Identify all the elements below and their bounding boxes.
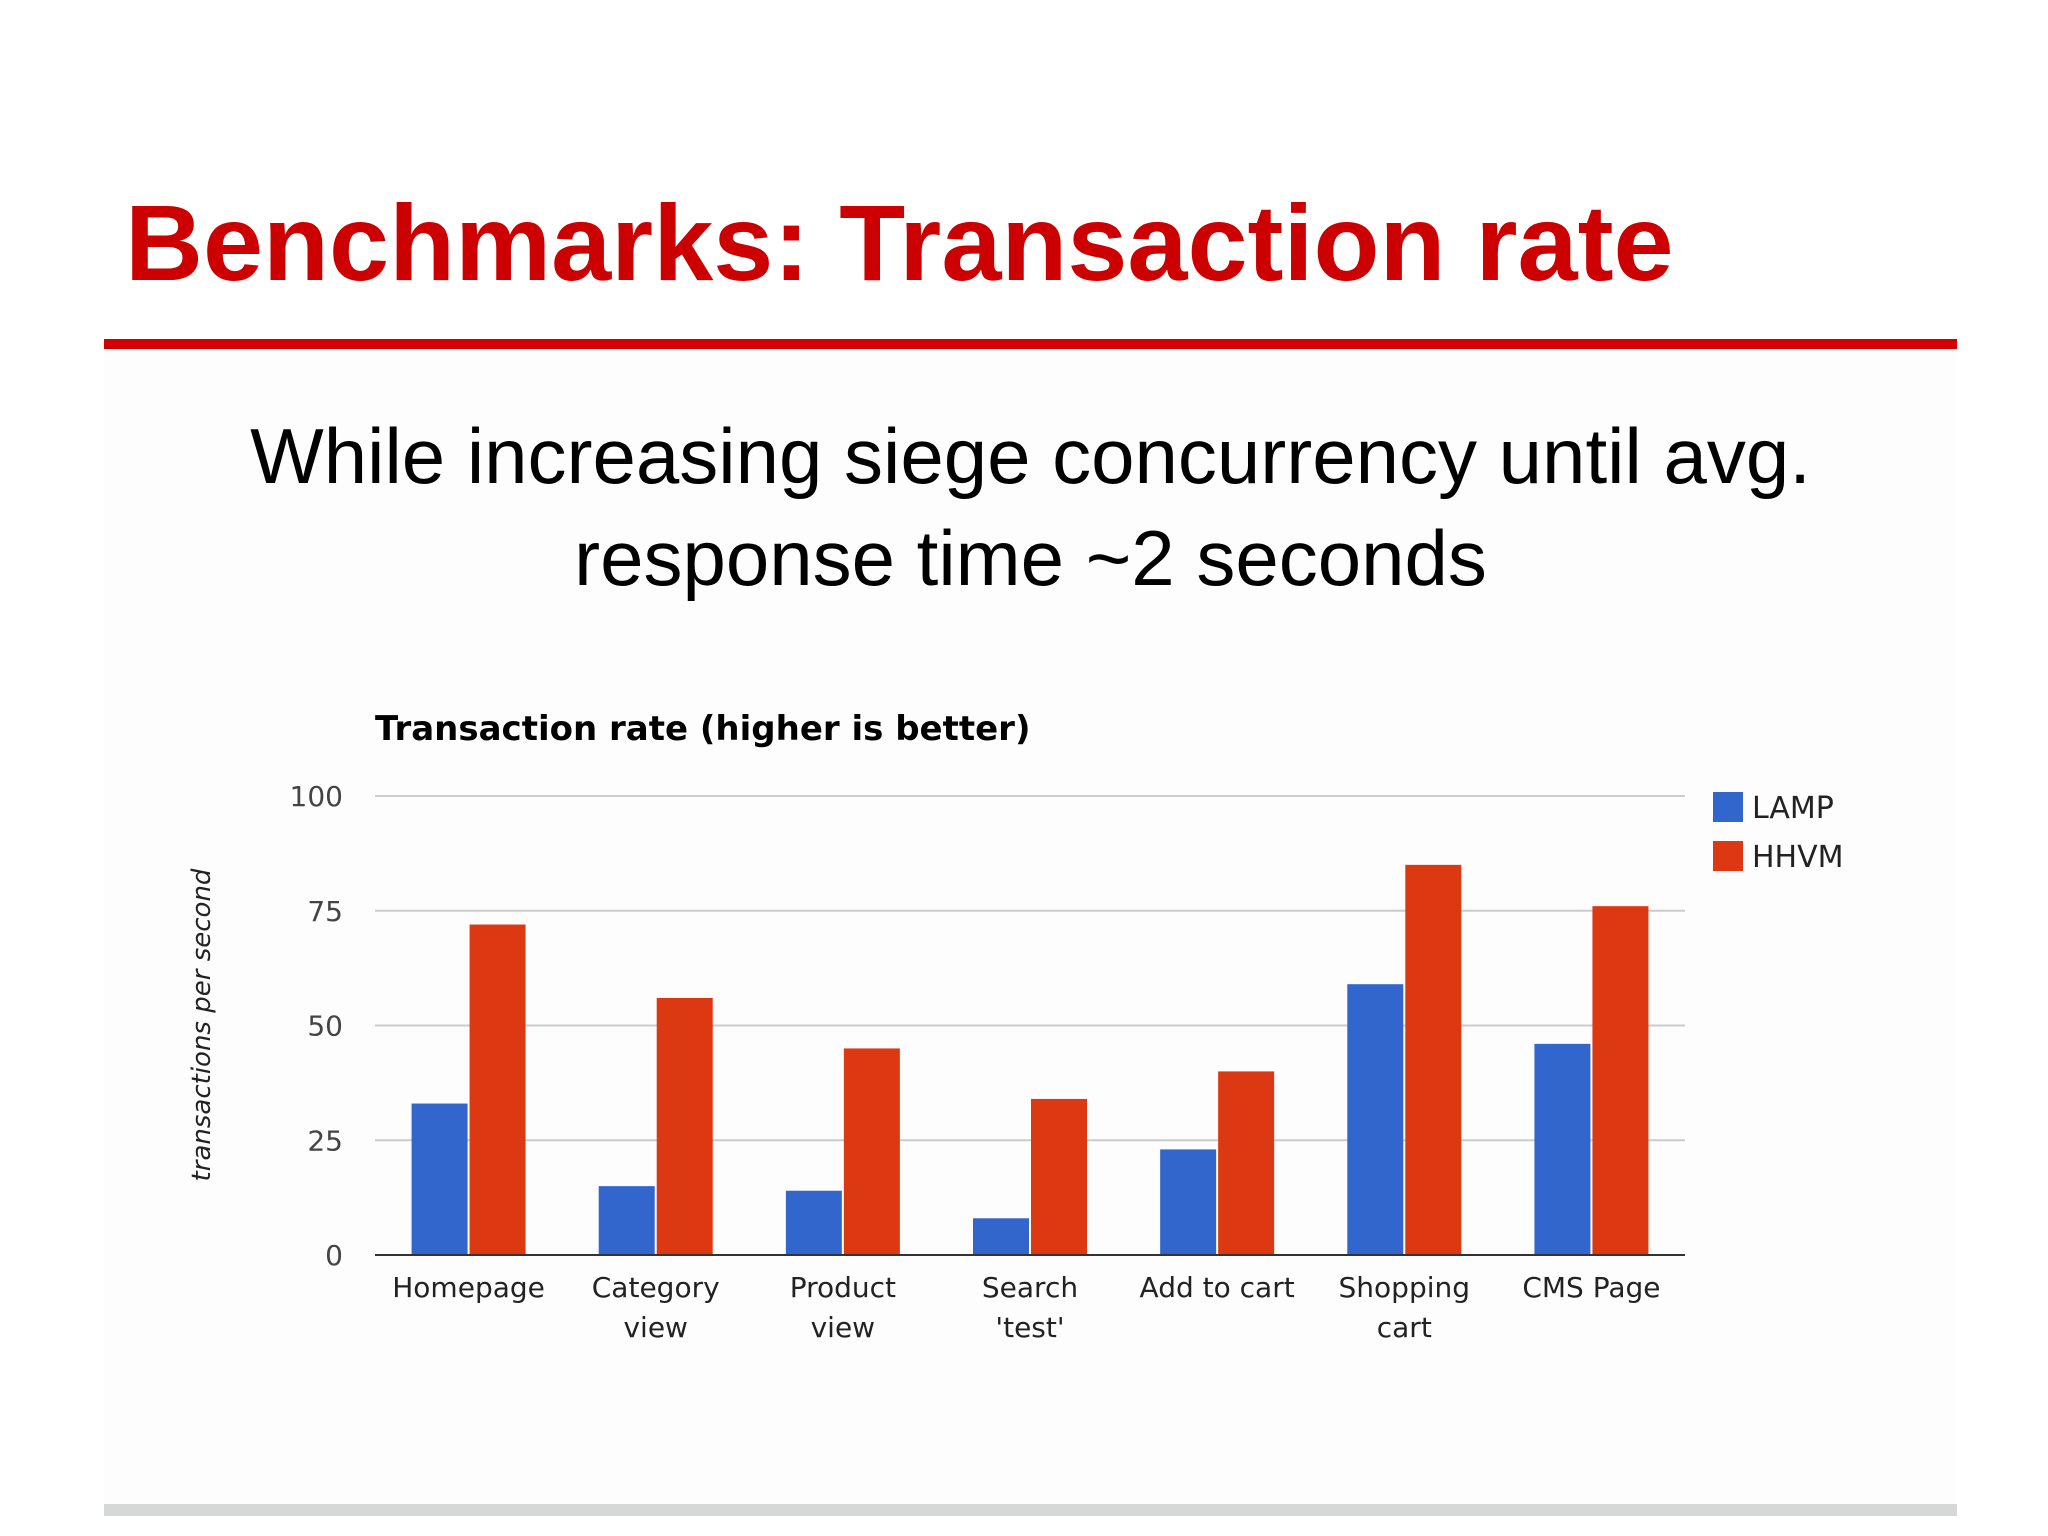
bar-hhvm <box>1405 864 1462 1255</box>
bar-lamp <box>411 1103 468 1255</box>
x-tick-label: Shopping <box>1339 1271 1471 1304</box>
bars <box>411 864 1649 1255</box>
subtitle-line-2: response time ~2 seconds <box>574 514 1487 602</box>
bar-lamp <box>1534 1043 1591 1255</box>
y-tick-label: 50 <box>307 1010 343 1043</box>
y-axis-label: transactions per second <box>187 868 217 1181</box>
y-tick-label: 0 <box>325 1239 343 1272</box>
bottom-divider <box>104 1504 1957 1516</box>
slide-title: Benchmarks: Transaction rate <box>125 182 1674 303</box>
legend-swatch-lamp <box>1713 792 1743 822</box>
x-tick-label: CMS Page <box>1522 1271 1660 1304</box>
bar-hhvm <box>1218 1071 1275 1255</box>
x-tick-label: 'test' <box>995 1311 1064 1344</box>
title-divider <box>104 339 1957 349</box>
x-tick-label: Add to cart <box>1140 1271 1295 1304</box>
bar-hhvm <box>1592 906 1649 1255</box>
bar-hhvm <box>843 1048 900 1255</box>
chart-title: Transaction rate (higher is better) <box>375 709 1030 749</box>
y-tick-label: 25 <box>307 1124 343 1157</box>
legend-label-hhvm: HHVM <box>1752 840 1844 875</box>
subtitle-line-1: While increasing siege concurrency until… <box>250 412 1811 500</box>
x-tick-label: Search <box>982 1271 1078 1304</box>
bar-hhvm <box>469 924 526 1255</box>
bar-lamp <box>598 1186 655 1255</box>
bar-hhvm <box>656 997 713 1255</box>
legend: LAMP HHVM <box>1713 791 1844 875</box>
gridlines <box>375 795 1685 1142</box>
axes: 0 25 50 75 100 Homepage Category view Product vie… <box>290 780 1685 1344</box>
x-tick-label: Product <box>790 1271 896 1304</box>
legend-label-lamp: LAMP <box>1752 791 1834 826</box>
x-tick-label: view <box>811 1311 875 1344</box>
x-tick-label: Homepage <box>392 1271 545 1304</box>
x-tick-label: Category <box>592 1271 720 1304</box>
x-tick-label: cart <box>1377 1311 1432 1344</box>
slide-subtitle: While increasing siege concurrency until… <box>104 405 1957 609</box>
bar-lamp <box>785 1190 842 1255</box>
x-tick-label: view <box>623 1311 687 1344</box>
bar-lamp <box>973 1218 1029 1255</box>
bar-lamp <box>1347 984 1404 1255</box>
bar-lamp <box>1160 1149 1217 1255</box>
legend-swatch-hhvm <box>1713 841 1743 871</box>
y-tick-label: 75 <box>307 895 343 928</box>
bar-hhvm <box>1031 1098 1087 1255</box>
y-tick-label: 100 <box>290 780 343 813</box>
